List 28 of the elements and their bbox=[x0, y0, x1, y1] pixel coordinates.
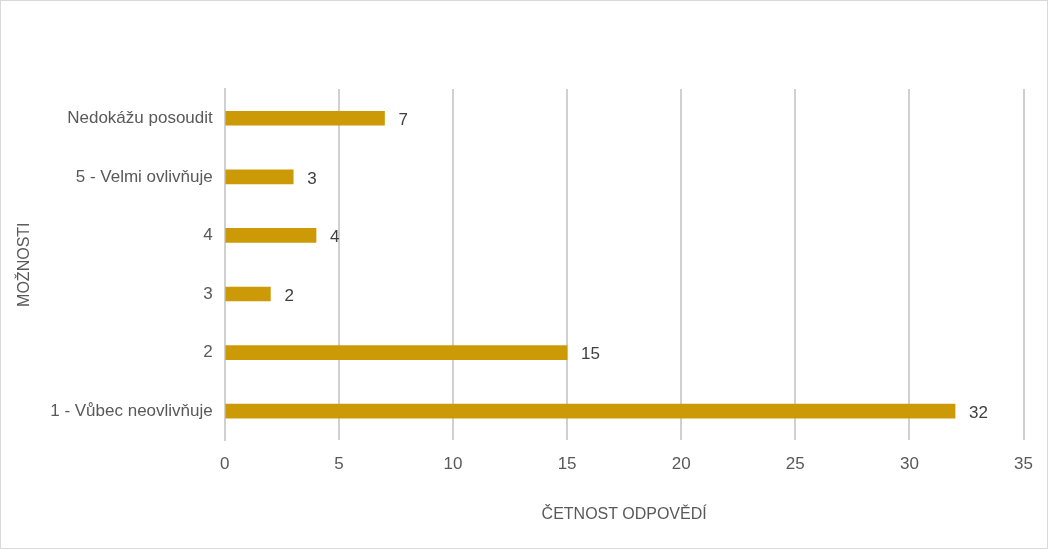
x-axis-title: ČETNOST ODPOVĚDÍ bbox=[541, 503, 708, 522]
x-tick-label: 15 bbox=[557, 454, 577, 474]
y-tick-label: 2 bbox=[203, 342, 213, 362]
bar bbox=[225, 110, 385, 126]
bar bbox=[225, 169, 294, 185]
x-tick-label: 10 bbox=[443, 454, 463, 474]
bar bbox=[225, 403, 956, 419]
data-label: 4 bbox=[330, 227, 340, 247]
y-tick-label: Nedokážu posoudit bbox=[67, 107, 214, 127]
y-tick-label: 1 - Vůbec neovlivňuje bbox=[50, 400, 213, 420]
bar bbox=[225, 286, 271, 302]
x-tick-label: 35 bbox=[1014, 454, 1034, 474]
y-axis-title: MOŽNOSTI bbox=[14, 222, 33, 307]
x-tick-label: 5 bbox=[334, 454, 344, 474]
data-label: 32 bbox=[969, 402, 988, 422]
data-label: 3 bbox=[307, 168, 317, 188]
y-tick-label: 4 bbox=[203, 225, 213, 245]
x-tick-label: 20 bbox=[671, 454, 691, 474]
y-tick-label: 3 bbox=[203, 283, 213, 303]
bar bbox=[225, 228, 317, 243]
data-label: 7 bbox=[398, 109, 408, 129]
data-label: 2 bbox=[284, 285, 294, 305]
x-tick-label: 30 bbox=[899, 454, 919, 474]
x-tick-label: 25 bbox=[785, 454, 805, 474]
x-tick-label: 0 bbox=[220, 454, 230, 474]
bar bbox=[225, 345, 568, 360]
y-tick-label: 5 - Velmi ovlivňuje bbox=[75, 166, 213, 186]
data-label: 15 bbox=[581, 344, 601, 364]
